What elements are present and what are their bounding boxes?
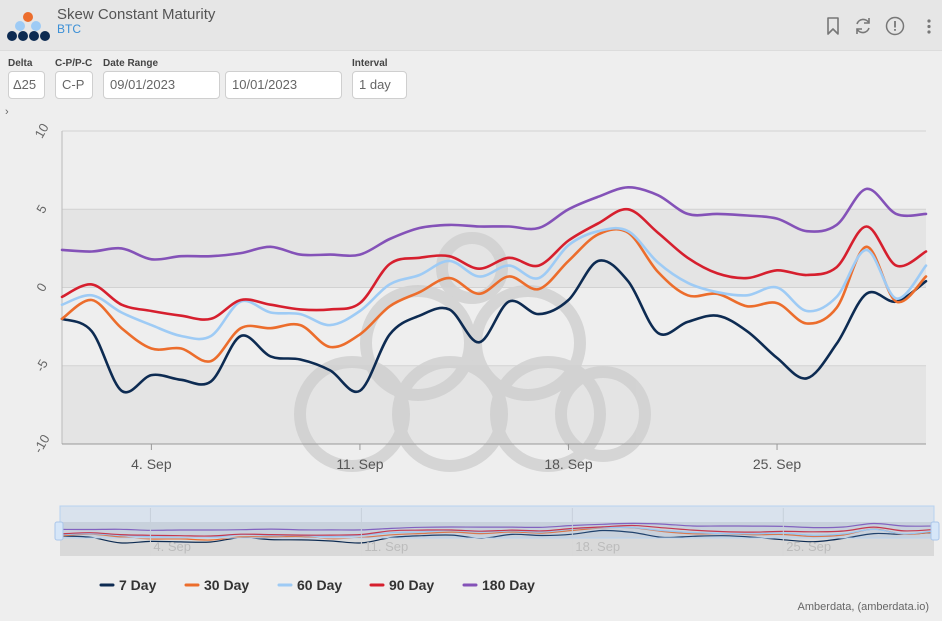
x-tick-label: 18. Sep: [544, 456, 592, 472]
x-tick-label: 11. Sep: [336, 456, 383, 472]
plot-band: [62, 209, 926, 288]
navigator-handle-right[interactable]: [930, 521, 940, 541]
y-axis: 10 5 0 -5 -10: [30, 121, 63, 456]
navigator-handle-left[interactable]: [54, 521, 64, 541]
navigator-line: [59, 529, 935, 544]
interval-label: Interval: [352, 58, 388, 69]
info-icon[interactable]: [885, 16, 905, 36]
delta-label: Delta: [8, 58, 33, 69]
amberdata-logo-icon: [7, 12, 50, 41]
asset-label: BTC: [57, 22, 81, 36]
series-line: [60, 227, 928, 363]
y-tick-label: 10: [31, 121, 51, 141]
widget-header: Skew Constant Maturity BTC: [0, 0, 942, 51]
navigator-lines: [59, 522, 935, 544]
x-axis: 4. Sep 11. Sep 18. Sep 25. Sep: [62, 443, 926, 472]
navigator-tick-label: 11. Sep: [364, 539, 408, 554]
chart-legend: 7 Day 30 Day 60 Day 90 Day 180 Day: [99, 577, 535, 593]
series-line: [60, 207, 928, 321]
navigator-tick-label: 18. Sep: [575, 539, 620, 554]
navigator-tick-label: 4. Sep: [153, 539, 191, 554]
navigator-line: [59, 524, 935, 537]
gridlines: [62, 130, 926, 445]
plot-band: [62, 365, 926, 444]
legend-item[interactable]: 30 Day: [184, 577, 249, 593]
navigator-line: [59, 526, 935, 539]
navigator-line: [59, 526, 935, 541]
legend-item[interactable]: 7 Day: [99, 577, 157, 593]
y-tick-label: -10: [30, 432, 52, 456]
delta-select[interactable]: Δ25: [8, 71, 45, 99]
legend-item[interactable]: 180 Day: [462, 577, 535, 593]
y-tick-label: -5: [32, 357, 51, 375]
more-options-icon[interactable]: [919, 16, 939, 36]
legend-label: 7 Day: [119, 577, 157, 593]
cp-label: C-P/P-C: [55, 58, 93, 69]
refresh-icon[interactable]: [853, 16, 873, 36]
y-tick-label: 0: [33, 280, 50, 294]
series-line: [60, 259, 928, 394]
legend-item[interactable]: 90 Day: [369, 577, 434, 593]
y-tick-label: 5: [33, 202, 50, 216]
legend-item[interactable]: 60 Day: [277, 577, 342, 593]
page-title: Skew Constant Maturity: [57, 6, 216, 23]
legend-label: 60 Day: [297, 577, 342, 593]
navigator-tick-label: 25. Sep: [786, 539, 831, 554]
date-range-label: Date Range: [103, 58, 159, 69]
navigator-selection[interactable]: [59, 505, 935, 539]
navigator-labels: 4. Sep 11. Sep 18. Sep 25. Sep: [149, 508, 831, 556]
legend-label: 30 Day: [204, 577, 249, 593]
bookmark-icon[interactable]: [823, 16, 843, 36]
x-tick-label: 4. Sep: [131, 456, 172, 472]
legend-label: 90 Day: [389, 577, 434, 593]
end-date-input[interactable]: 10/01/2023: [225, 71, 342, 99]
expand-chevron-icon[interactable]: ›: [5, 106, 9, 118]
credit-text: Amberdata, (amberdata.io): [797, 601, 929, 613]
interval-select[interactable]: 1 day: [352, 71, 407, 99]
legend-label: 180 Day: [482, 577, 535, 593]
series-line: [60, 185, 928, 261]
series-lines: [60, 185, 928, 394]
navigator-line: [59, 522, 935, 531]
watermark-logo: [294, 232, 651, 472]
navigator-background: [60, 522, 934, 556]
series-line: [60, 226, 928, 341]
x-tick-label: 25. Sep: [753, 456, 801, 472]
start-date-input[interactable]: 09/01/2023: [103, 71, 220, 99]
cp-select[interactable]: C-P: [55, 71, 93, 99]
